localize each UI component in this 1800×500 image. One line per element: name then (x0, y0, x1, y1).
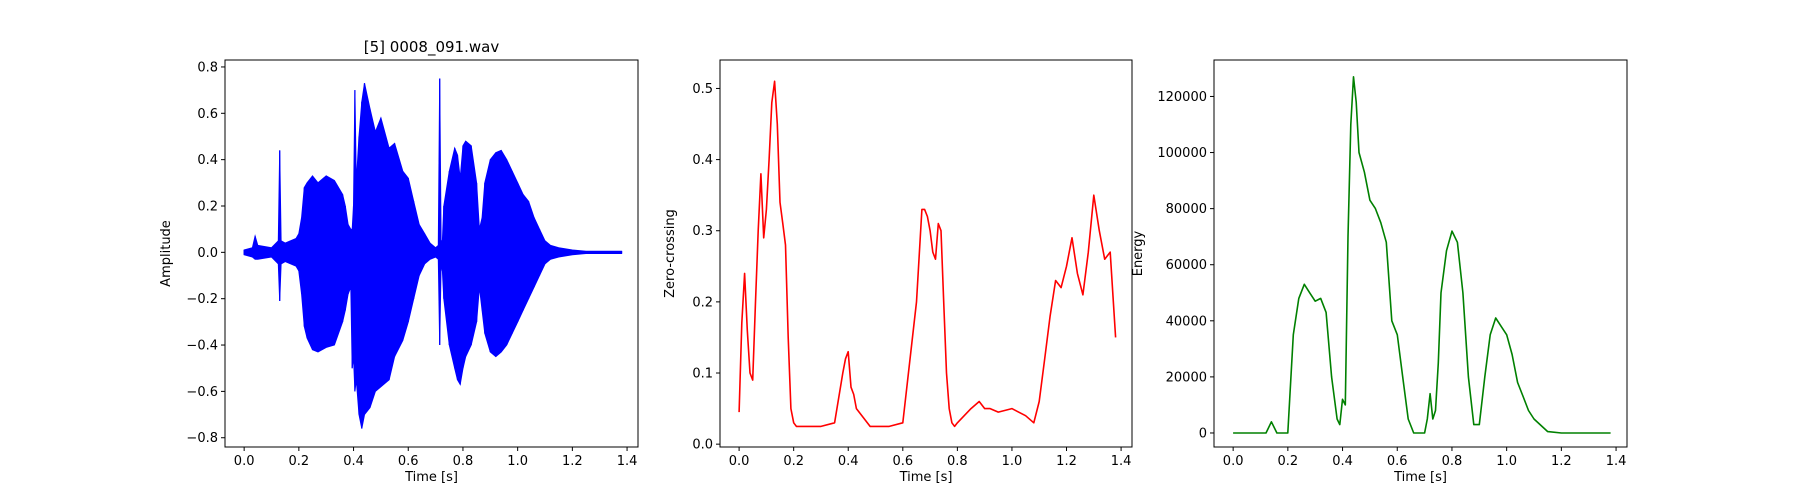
plot-frame (719, 59, 1133, 448)
x-tick-label: 1.4 (1606, 454, 1627, 469)
chart-panel-2: 0.0 0.2 0.4 0.6 0.8 1.0 1.2 1.4 0.0 0.1 0.2 0.3 0.4 0… (663, 59, 1133, 485)
chart-panel-1: 0.0 0.2 0.4 0.6 0.8 1.0 1.2 1.4 −0.8 −0.6 −0.4 −0.2… (159, 38, 639, 485)
y-tick-label: 0.0 (692, 438, 713, 453)
x-tick-label: 1.2 (1056, 454, 1077, 469)
y-tick-label: 0.4 (692, 153, 713, 168)
y-tick-label: 20000 (1166, 370, 1207, 385)
x-tick-label: 0.0 (729, 454, 750, 469)
x-tick-label: 0.8 (453, 454, 474, 469)
x-tick-label: 0.6 (1387, 454, 1408, 469)
y-axis-label: Energy (1131, 230, 1146, 276)
y-tick-label: −0.6 (186, 385, 218, 400)
x-tick-label: 0.2 (1278, 454, 1299, 469)
y-tick-label: 60000 (1166, 258, 1207, 273)
x-tick-label: 0.4 (343, 454, 364, 469)
x-tick-label: 0.2 (289, 454, 310, 469)
chart-title: [5] 0008_091.wav (364, 38, 500, 57)
y-tick-label: 0.4 (197, 153, 218, 168)
y-tick-label: 0.2 (197, 199, 218, 214)
y-tick-label: 0 (1199, 426, 1207, 441)
x-tick-label: 1.0 (1496, 454, 1517, 469)
x-tick-label: 0.6 (892, 454, 913, 469)
x-tick-label: 0.6 (398, 454, 419, 469)
y-tick-label: 120000 (1157, 90, 1207, 105)
y-tick-label: 0.1 (692, 367, 713, 382)
y-tick-label: 0.6 (197, 107, 218, 122)
y-axis-label: Amplitude (159, 220, 174, 287)
x-tick-label: 1.2 (562, 454, 583, 469)
y-tick-label: 0.0 (197, 246, 218, 261)
y-tick-label: 0.2 (692, 295, 713, 310)
series-line (738, 80, 1117, 428)
plot-frame (1213, 59, 1628, 448)
chart-panel-3: 0.0 0.2 0.4 0.6 0.8 1.0 1.2 1.4 0 20000 40000 60000… (1131, 59, 1628, 485)
y-tick-label: −0.8 (186, 431, 218, 446)
plot-frame (224, 59, 639, 448)
y-tick-label: 0.5 (692, 82, 713, 97)
x-tick-label: 1.4 (1111, 454, 1132, 469)
x-axis-label: Time [s] (1393, 470, 1447, 485)
x-tick-label: 0.8 (947, 454, 968, 469)
x-axis-label: Time [s] (404, 470, 458, 485)
y-tick-label: 40000 (1166, 314, 1207, 329)
waveform-envelope (243, 78, 623, 429)
x-tick-label: 0.8 (1442, 454, 1463, 469)
y-tick-label: 100000 (1157, 146, 1207, 161)
y-tick-label: 0.3 (692, 224, 713, 239)
y-axis-label: Zero-crossing (663, 209, 678, 298)
waveform-series (243, 78, 623, 429)
y-tick-label: 80000 (1166, 202, 1207, 217)
x-axis-label: Time [s] (899, 470, 953, 485)
x-tick-label: 1.2 (1551, 454, 1572, 469)
x-tick-label: 0.2 (783, 454, 804, 469)
y-tick-label: 0.8 (197, 60, 218, 75)
x-tick-label: 0.0 (234, 454, 255, 469)
y-tick-label: −0.4 (186, 339, 218, 354)
x-tick-label: 0.4 (838, 454, 859, 469)
x-tick-label: 0.0 (1223, 454, 1244, 469)
x-tick-label: 0.4 (1332, 454, 1353, 469)
x-tick-label: 1.4 (617, 454, 638, 469)
series-line (1233, 76, 1611, 434)
y-tick-label: −0.2 (186, 292, 218, 307)
x-tick-label: 1.0 (507, 454, 528, 469)
x-tick-label: 1.0 (1002, 454, 1023, 469)
